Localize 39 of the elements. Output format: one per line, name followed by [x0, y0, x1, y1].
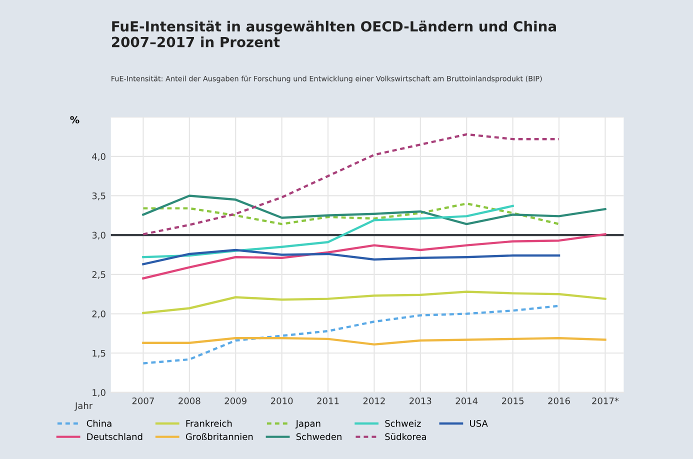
y-axis-title: % — [70, 116, 80, 124]
y-tick-label: 3,5 — [92, 192, 106, 200]
legend-label: Schweden — [296, 433, 342, 440]
x-tick-label: 2013 — [410, 397, 432, 404]
x-tick-label: 2017* — [592, 397, 619, 404]
legend-label: Großbritannien — [186, 433, 253, 440]
line-series — [142, 133, 560, 236]
x-tick-label: 2010 — [270, 397, 293, 404]
x-tick-label: 2011 — [317, 397, 339, 404]
line-series — [142, 337, 606, 346]
line-series — [142, 290, 606, 314]
y-tick-label: 1,0 — [92, 389, 106, 397]
legend-label: Schweiz — [385, 420, 421, 427]
x-tick-label: 2012 — [363, 397, 385, 404]
x-tick-label: 2015 — [502, 397, 524, 404]
line-series — [142, 202, 560, 226]
x-tick-label: 2014 — [456, 397, 478, 404]
line-series — [142, 194, 606, 226]
legend-label: China — [86, 420, 112, 427]
x-tick-label: 2016 — [548, 397, 570, 404]
y-tick-label: 2,5 — [92, 271, 106, 279]
legend-label: Japan — [295, 420, 320, 429]
y-tick-label: 2,0 — [92, 310, 106, 318]
y-tick-label: 1,5 — [92, 350, 106, 358]
y-tick-label: 4,0 — [92, 153, 106, 161]
line-series — [142, 304, 560, 364]
x-axis-title: Jahr — [74, 402, 93, 411]
legend-label: USA — [470, 420, 488, 427]
legend-label: Deutschland — [87, 433, 142, 440]
legend-label: Frankreich — [186, 420, 232, 427]
line-series — [142, 233, 606, 280]
line-series — [142, 248, 560, 266]
x-tick-label: 2008 — [178, 397, 200, 404]
legend-label: Südkorea — [385, 433, 426, 440]
chart-title: FuE-Intensität in ausgewählten OECD-Ländern und China 2007–2017 in Prozent — [112, 20, 556, 48]
y-tick-label: 3,0 — [92, 232, 106, 240]
x-tick-label: 2007 — [132, 397, 154, 404]
x-tick-label: 2009 — [224, 397, 246, 404]
line-series — [142, 204, 514, 258]
